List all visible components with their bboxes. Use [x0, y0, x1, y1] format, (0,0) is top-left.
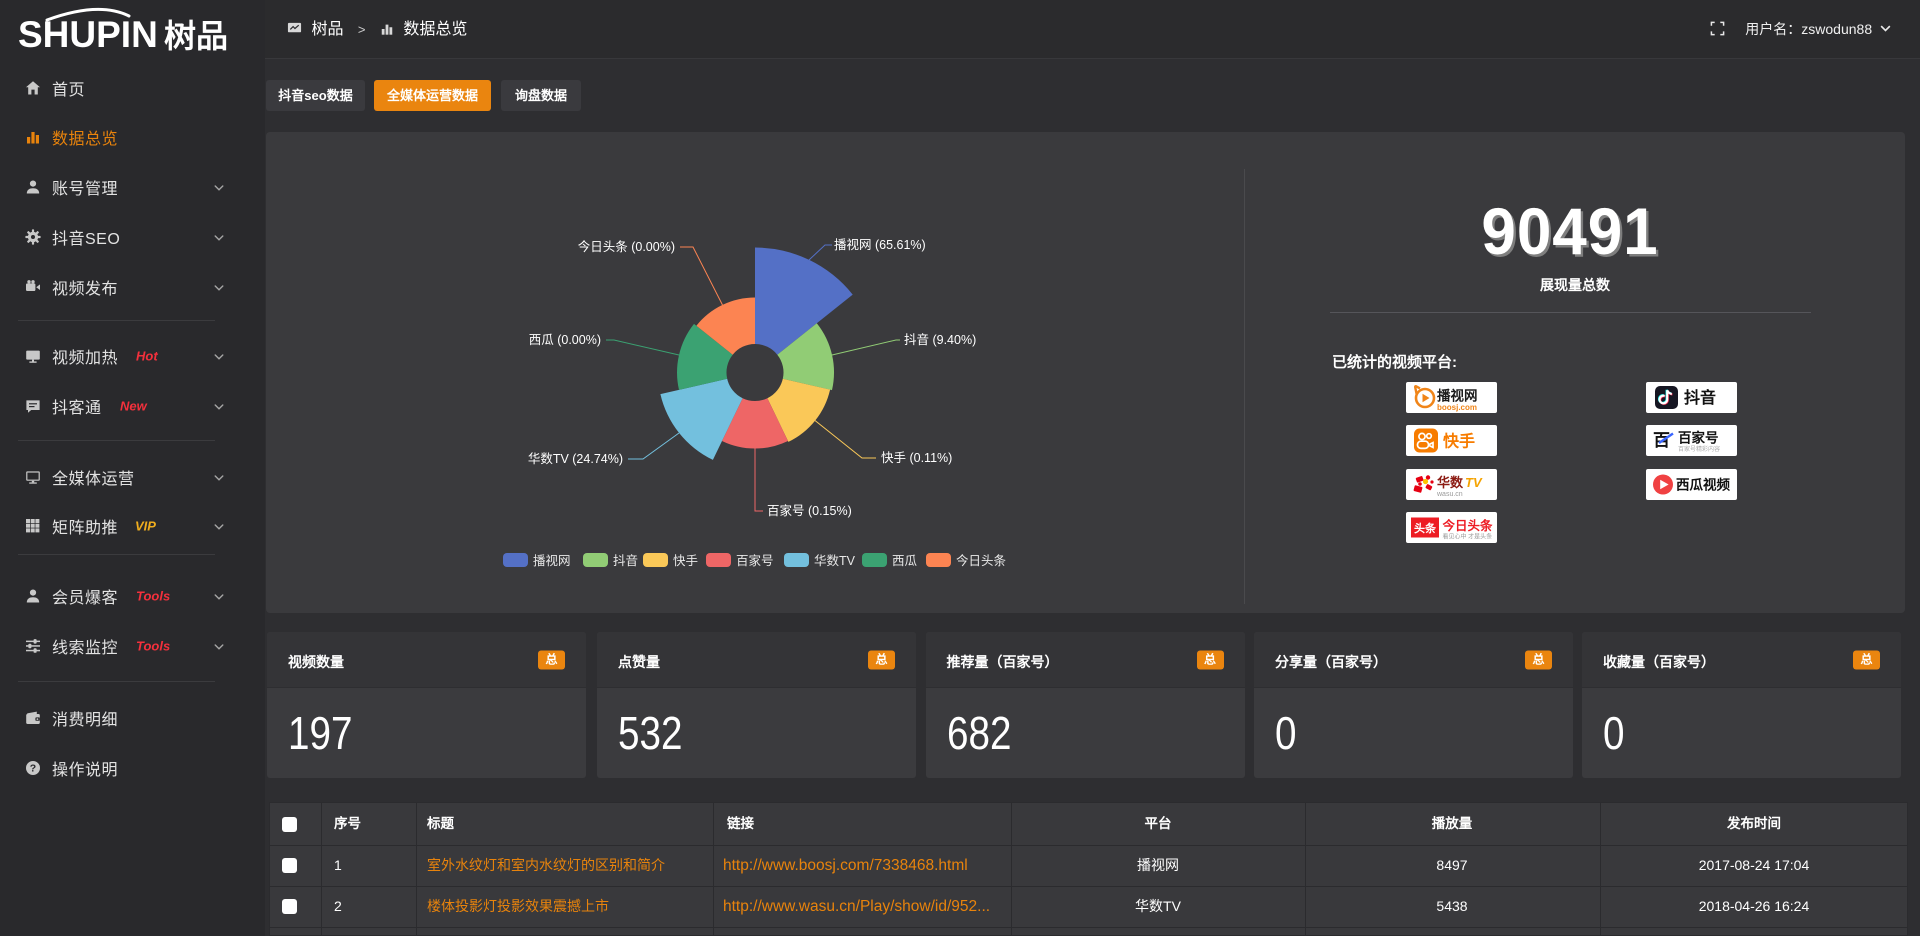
svg-text:抖音 (9.40%): 抖音 (9.40%) [904, 332, 976, 347]
svg-text:播视网: 播视网 [1437, 388, 1478, 404]
svg-text:快手: 快手 [1443, 431, 1475, 450]
svg-text:抖音: 抖音 [613, 553, 638, 568]
svg-text:看见心中 才是头条: 看见心中 才是头条 [1443, 532, 1493, 540]
svg-text:百家号: 百家号 [736, 553, 774, 568]
svg-text:百家号 (0.15%): 百家号 (0.15%) [767, 503, 852, 518]
svg-text:播视网 (65.61%): 播视网 (65.61%) [834, 237, 926, 252]
svg-text:西瓜视频: 西瓜视频 [1676, 476, 1730, 492]
svg-text:wasu.cn: wasu.cn [1436, 491, 1463, 498]
svg-text:boosj.com: boosj.com [1437, 403, 1477, 412]
svg-text:华数TV: 华数TV [814, 553, 856, 568]
svg-text:头条: 头条 [1414, 521, 1437, 535]
svg-text:抖音: 抖音 [1684, 388, 1716, 407]
svg-text:树品: 树品 [164, 18, 228, 52]
svg-text:今日头条 (0.00%): 今日头条 (0.00%) [578, 239, 675, 254]
svg-text:百家号精彩内容: 百家号精彩内容 [1678, 445, 1720, 453]
svg-text:华数: 华数 [1437, 475, 1464, 490]
svg-text:今日头条: 今日头条 [1442, 518, 1494, 533]
svg-text:西瓜 (0.00%): 西瓜 (0.00%) [529, 333, 601, 347]
svg-text:播视网: 播视网 [533, 553, 571, 568]
svg-text:今日头条: 今日头条 [956, 553, 1007, 568]
svg-text:百家号: 百家号 [1678, 429, 1719, 445]
svg-text:西瓜: 西瓜 [892, 554, 918, 568]
svg-text:快手: 快手 [673, 554, 698, 568]
svg-text:华数TV (24.74%): 华数TV (24.74%) [528, 451, 623, 466]
svg-text:TV: TV [1465, 475, 1483, 490]
svg-text:SHUPIN: SHUPIN [18, 14, 158, 52]
svg-text:?: ? [30, 763, 36, 775]
svg-text:快手 (0.11%): 快手 (0.11%) [881, 451, 952, 465]
